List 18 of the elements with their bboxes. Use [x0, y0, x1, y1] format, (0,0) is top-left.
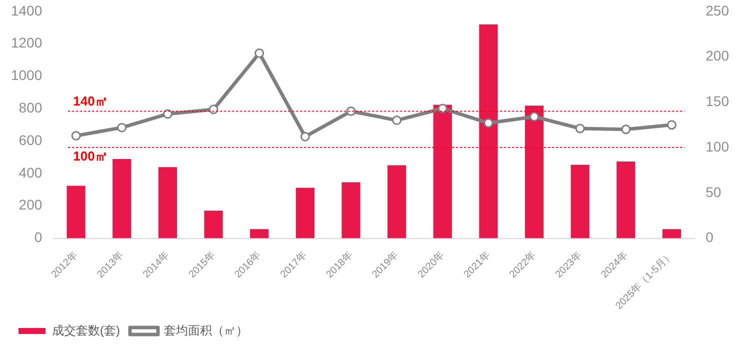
y-tick-label: 1400 — [10, 2, 42, 18]
ref-line-label: 140㎡ — [73, 93, 108, 108]
y-tick-label: 0 — [34, 229, 42, 246]
y-tick-label: 600 — [18, 132, 42, 148]
y-tick-label: 1200 — [10, 34, 42, 51]
ref-line-label: 100㎡ — [73, 148, 108, 164]
y2-tick-label: 200 — [706, 48, 730, 64]
y2-tick-label: 150 — [706, 93, 730, 110]
y-tick-label: 200 — [18, 196, 42, 213]
legend-label: 套均面积（㎡） — [164, 323, 248, 338]
y2-tick-label: 50 — [706, 184, 722, 200]
legend-label: 成交套数(套) — [52, 323, 120, 338]
y-tick-label: 800 — [18, 99, 42, 116]
y2-tick-label: 250 — [706, 2, 730, 18]
y-tick-label: 400 — [18, 164, 42, 180]
y2-tick-label: 100 — [706, 138, 730, 154]
y-tick-label: 1000 — [10, 67, 42, 84]
y2-tick-label: 0 — [706, 229, 714, 246]
